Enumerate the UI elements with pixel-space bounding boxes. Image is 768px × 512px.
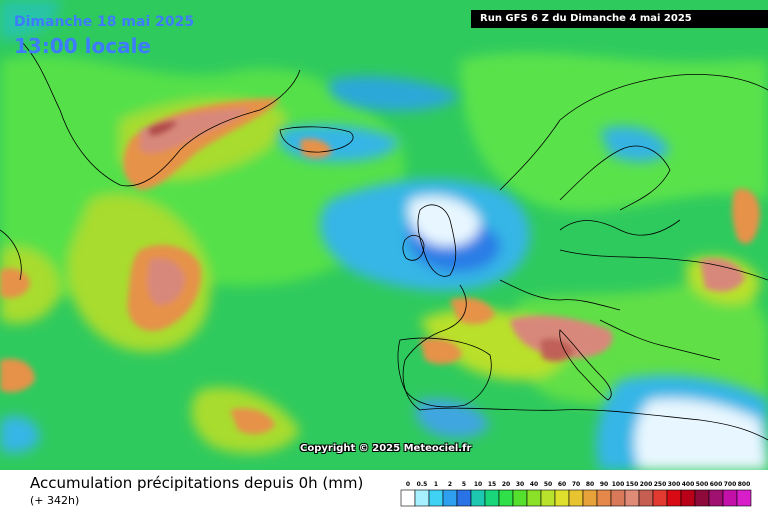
scale-tick-label: 20: [502, 481, 510, 488]
scale-swatch: [498, 489, 514, 507]
scale-tick-label: 10: [474, 481, 482, 488]
scale-swatch: [694, 489, 710, 507]
iberia-coast: [397, 337, 492, 408]
scale-tick-label: 50: [544, 481, 552, 488]
scale-swatch: [568, 489, 584, 507]
scale-tick-label: 150: [626, 481, 639, 488]
scale-tick-label: 500: [696, 481, 709, 488]
color-scale: 0 0.5 1 2 5 10 15 20 30 40 50 60 70 80 90 100 150 200 250 3…: [400, 481, 752, 507]
scale-swatch: [610, 489, 626, 507]
scale-tick-label: 1: [434, 481, 438, 488]
scale-swatch: [582, 489, 598, 507]
scale-tick-label: 0: [406, 481, 410, 488]
heavy-precip: [0, 98, 760, 435]
scale-tick-label: 15: [488, 481, 496, 488]
europe-west-coast: [402, 284, 467, 411]
scale-swatch: [526, 489, 542, 507]
scale-tick-label: 0.5: [417, 481, 428, 488]
north-africa-coast: [419, 407, 768, 441]
scale-tick-label: 400: [682, 481, 695, 488]
scale-swatch: [540, 489, 556, 507]
scale-swatch: [666, 489, 682, 507]
canada-coast: [0, 229, 22, 281]
model-run-banner: Run GFS 6 Z du Dimanche 4 mai 2025: [471, 10, 768, 28]
scale-tick-label: 60: [558, 481, 566, 488]
scale-swatch: [722, 489, 738, 507]
central-europe-borders: [499, 279, 621, 311]
forecast-date: Dimanche 18 mai 2025: [14, 14, 195, 30]
balkans-borders: [599, 319, 721, 361]
legend-subtitle: (+ 342h): [30, 494, 80, 507]
coastlines: [0, 39, 768, 441]
iceland-coast: [279, 126, 354, 153]
greenland-coast: [19, 39, 301, 187]
scale-swatch: [442, 489, 458, 507]
legend-title: Accumulation précipitations depuis 0h (m…: [30, 474, 364, 492]
scale-tick-label: 90: [600, 481, 608, 488]
scale-swatch: [652, 489, 668, 507]
british-isles-coast: [417, 204, 457, 277]
scale-swatch: [428, 489, 444, 507]
precip-fields: [0, 52, 768, 454]
scale-swatch: [680, 489, 696, 507]
scale-swatch: [484, 489, 500, 507]
scale-tick-label: 200: [640, 481, 653, 488]
dry-areas: [0, 0, 768, 470]
precipitation-map: [0, 0, 768, 470]
scale-swatch: [414, 489, 430, 507]
norway-coast: [499, 74, 768, 191]
scale-tick-label: 800: [738, 481, 751, 488]
scale-swatch: [400, 489, 416, 507]
scale-tick-label: 40: [530, 481, 538, 488]
scale-tick-label: 5: [462, 481, 466, 488]
scale-swatch: [624, 489, 640, 507]
scale-swatch: [596, 489, 612, 507]
scale-tick-label: 70: [572, 481, 580, 488]
scale-tick-label: 100: [612, 481, 625, 488]
scale-tick-label: 30: [516, 481, 524, 488]
scale-swatch: [470, 489, 486, 507]
forecast-time: 13:00 locale: [14, 34, 151, 58]
scale-tick-label: 2: [448, 481, 452, 488]
copyright-notice: Copyright © 2025 Meteociel.fr: [300, 443, 472, 454]
scale-swatch: [708, 489, 724, 507]
scale-swatch: [736, 489, 752, 507]
scale-tick-label: 600: [710, 481, 723, 488]
scale-swatch: [512, 489, 528, 507]
scandinavia-inner: [559, 145, 671, 211]
baltic-coast: [559, 219, 681, 236]
ireland-coast: [402, 235, 425, 261]
scale-swatch: [554, 489, 570, 507]
scale-tick-label: 300: [668, 481, 681, 488]
east-europe-borders: [559, 249, 768, 281]
scale-tick-label: 80: [586, 481, 594, 488]
italy-coast: [559, 329, 612, 401]
scale-tick-label: 250: [654, 481, 667, 488]
scale-swatch: [456, 489, 472, 507]
scale-swatch: [638, 489, 654, 507]
scale-tick-label: 700: [724, 481, 737, 488]
